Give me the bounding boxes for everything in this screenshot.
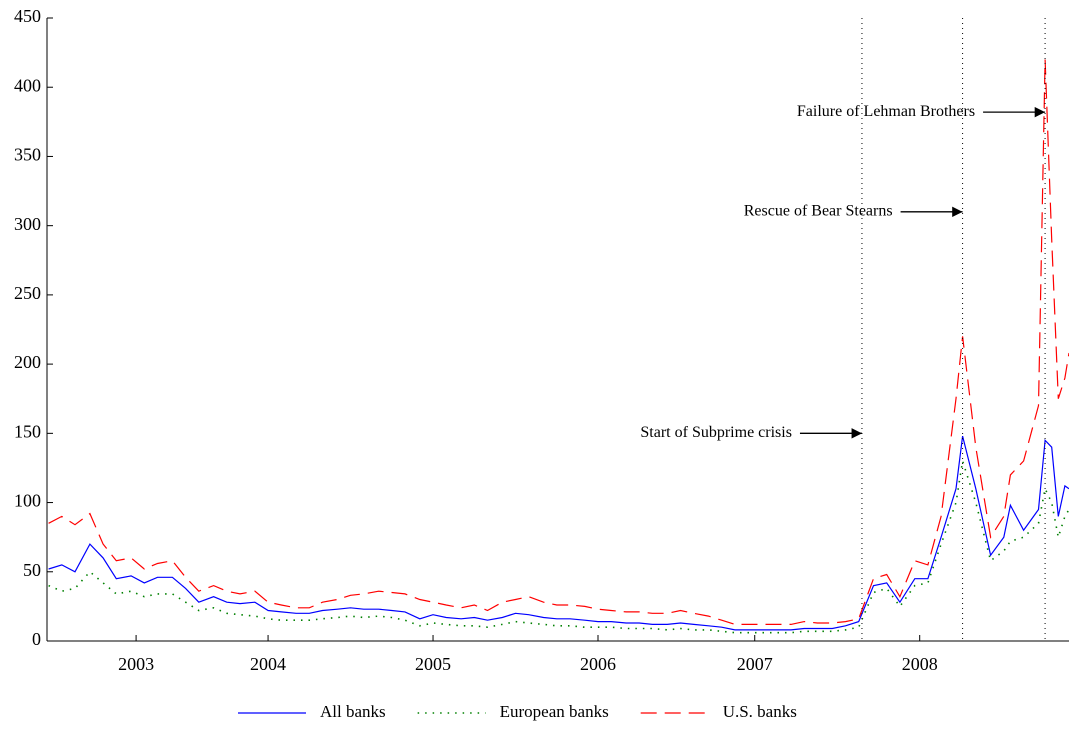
x-tick-label: 2004 (250, 654, 286, 674)
x-tick-label: 2007 (737, 654, 773, 674)
y-tick-label: 0 (32, 629, 41, 649)
event-label: Failure of Lehman Brothers (797, 103, 975, 120)
legend-label: U.S. banks (723, 702, 797, 721)
y-tick-label: 350 (14, 145, 41, 165)
legend-label: European banks (500, 702, 609, 721)
y-tick-label: 300 (14, 214, 41, 234)
x-tick-label: 2003 (118, 654, 154, 674)
y-tick-label: 100 (14, 491, 41, 511)
y-tick-label: 250 (14, 283, 41, 303)
event-label: Start of Subprime crisis (640, 424, 792, 441)
x-tick-label: 2006 (580, 654, 616, 674)
event-label: Rescue of Bear Stearns (744, 202, 893, 219)
series-line (48, 435, 1069, 631)
y-tick-label: 200 (14, 352, 41, 372)
x-tick-label: 2008 (902, 654, 938, 674)
y-tick-label: 50 (23, 560, 41, 580)
y-tick-label: 450 (14, 6, 41, 26)
y-tick-label: 400 (14, 75, 41, 95)
y-tick-label: 150 (14, 421, 41, 441)
legend-label: All banks (320, 702, 386, 721)
series-line (48, 460, 1069, 634)
x-tick-label: 2005 (415, 654, 451, 674)
series-line (48, 59, 1069, 626)
